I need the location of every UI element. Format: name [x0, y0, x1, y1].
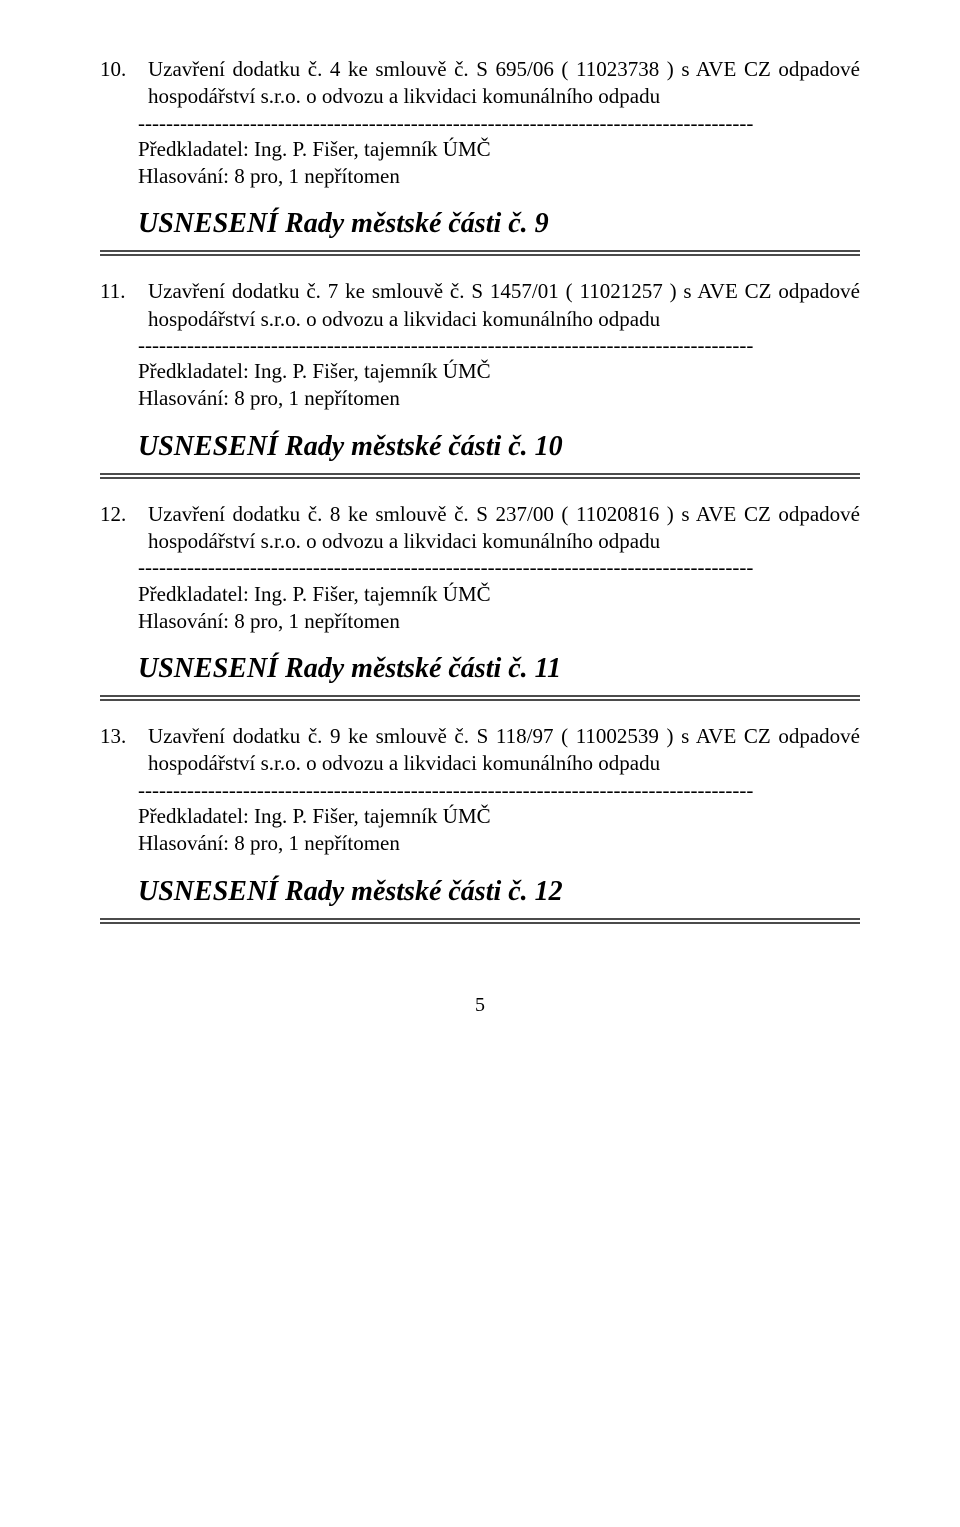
- double-rule: [100, 918, 860, 924]
- predkladatel-label: Předkladatel: Ing. P. Fišer, tajemník ÚM…: [138, 803, 860, 830]
- double-rule: [100, 250, 860, 256]
- item-title-text: Uzavření dodatku č. 4 ke smlouvě č. S 69…: [148, 56, 860, 111]
- separator-dashes: ----------------------------------------…: [138, 333, 860, 358]
- separator-dashes: ----------------------------------------…: [138, 778, 860, 803]
- agenda-item: 11. Uzavření dodatku č. 7 ke smlouvě č. …: [100, 278, 860, 462]
- predkladatel-label: Předkladatel: Ing. P. Fišer, tajemník ÚM…: [138, 581, 860, 608]
- item-number: 11.: [100, 278, 148, 333]
- agenda-item: 13. Uzavření dodatku č. 9 ke smlouvě č. …: [100, 723, 860, 907]
- separator-dashes: ----------------------------------------…: [138, 111, 860, 136]
- item-number: 12.: [100, 501, 148, 556]
- resolution-heading: USNESENÍ Rady městské části č. 9: [138, 208, 860, 240]
- page-number: 5: [100, 994, 860, 1017]
- item-title-text: Uzavření dodatku č. 7 ke smlouvě č. S 14…: [148, 278, 860, 333]
- predkladatel-label: Předkladatel: Ing. P. Fišer, tajemník ÚM…: [138, 136, 860, 163]
- resolution-heading: USNESENÍ Rady městské části č. 11: [138, 653, 860, 685]
- hlasovani-label: Hlasování: 8 pro, 1 nepřítomen: [138, 163, 860, 190]
- hlasovani-label: Hlasování: 8 pro, 1 nepřítomen: [138, 608, 860, 635]
- item-title-text: Uzavření dodatku č. 8 ke smlouvě č. S 23…: [148, 501, 860, 556]
- resolution-heading: USNESENÍ Rady městské části č. 10: [138, 431, 860, 463]
- item-number: 10.: [100, 56, 148, 111]
- agenda-item: 12. Uzavření dodatku č. 8 ke smlouvě č. …: [100, 501, 860, 685]
- item-title: 11. Uzavření dodatku č. 7 ke smlouvě č. …: [100, 278, 860, 333]
- item-title: 13. Uzavření dodatku č. 9 ke smlouvě č. …: [100, 723, 860, 778]
- item-title: 12. Uzavření dodatku č. 8 ke smlouvě č. …: [100, 501, 860, 556]
- item-title: 10. Uzavření dodatku č. 4 ke smlouvě č. …: [100, 56, 860, 111]
- resolution-heading: USNESENÍ Rady městské části č. 12: [138, 876, 860, 908]
- agenda-item: 10. Uzavření dodatku č. 4 ke smlouvě č. …: [100, 56, 860, 240]
- item-title-text: Uzavření dodatku č. 9 ke smlouvě č. S 11…: [148, 723, 860, 778]
- hlasovani-label: Hlasování: 8 pro, 1 nepřítomen: [138, 830, 860, 857]
- predkladatel-label: Předkladatel: Ing. P. Fišer, tajemník ÚM…: [138, 358, 860, 385]
- item-number: 13.: [100, 723, 148, 778]
- double-rule: [100, 695, 860, 701]
- double-rule: [100, 473, 860, 479]
- hlasovani-label: Hlasování: 8 pro, 1 nepřítomen: [138, 385, 860, 412]
- separator-dashes: ----------------------------------------…: [138, 555, 860, 580]
